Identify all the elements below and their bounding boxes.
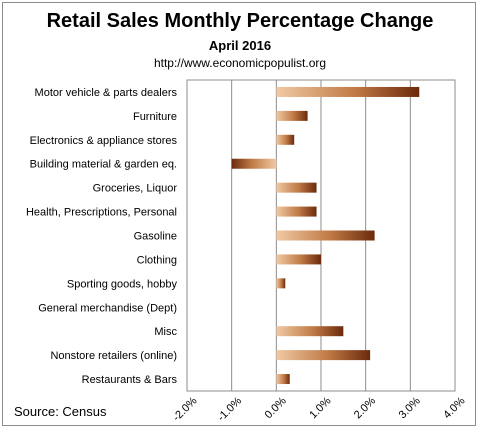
bar-2 [276, 134, 295, 145]
bar-7 [276, 254, 321, 265]
category-label-9: General merchandise (Dept) [38, 302, 177, 314]
bar-8 [276, 278, 286, 289]
bar-12 [276, 374, 290, 385]
category-label-8: Sporting goods, hobby [67, 278, 178, 290]
x-tick-label-0: -2.0% [171, 395, 200, 424]
chart-url: http://www.economicpopulist.org [153, 56, 327, 70]
bar-4 [276, 182, 317, 193]
x-tick-label-3: 1.0% [307, 395, 333, 421]
chart-title: Retail Sales Monthly Percentage Change [46, 10, 434, 32]
x-tick-label-5: 3.0% [397, 395, 423, 421]
bar-6 [276, 230, 375, 241]
chart-frame [2, 2, 476, 426]
category-label-0: Motor vehicle & parts dealers [35, 87, 178, 99]
bar-10 [276, 326, 344, 337]
bar-0 [276, 86, 420, 97]
bar-11 [276, 350, 371, 361]
chart-source: Source: Census [14, 404, 107, 419]
category-label-3: Building material & garden eq. [30, 159, 177, 171]
x-tick-label-2: 0.0% [263, 395, 289, 421]
category-label-10: Misc [154, 326, 177, 338]
category-label-5: Health, Prescriptions, Personal [26, 207, 177, 219]
category-label-6: Gasoline [134, 231, 177, 243]
x-tick-label-6: 4.0% [441, 395, 467, 421]
bar-3 [231, 158, 277, 169]
plot-area: Motor vehicle & parts dealers Furniture El… [26, 79, 468, 424]
category-label-4: Groceries, Liquor [93, 183, 178, 195]
category-label-11: Nonstore retailers (online) [50, 350, 177, 362]
bar-5 [276, 206, 317, 217]
x-tick-label-1: -1.0% [215, 395, 244, 424]
category-label-2: Electronics & appliance stores [30, 135, 178, 147]
category-label-12: Restaurants & Bars [82, 374, 178, 386]
category-label-7: Clothing [137, 254, 177, 266]
category-label-1: Furniture [133, 111, 177, 123]
bar-1 [276, 110, 308, 121]
chart-subtitle: April 2016 [208, 38, 272, 53]
x-tick-label-4: 2.0% [352, 395, 378, 421]
